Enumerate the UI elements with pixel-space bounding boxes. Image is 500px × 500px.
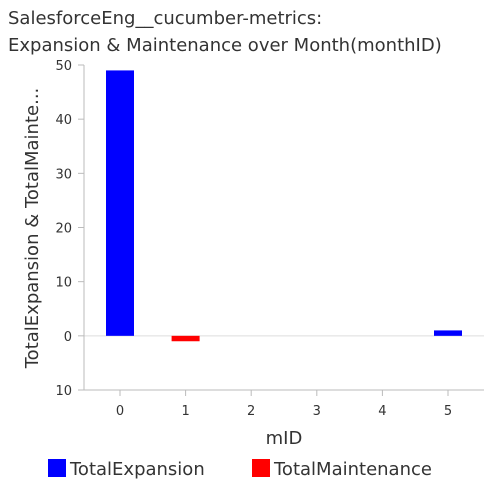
legend: TotalExpansion TotalMaintenance	[48, 459, 432, 480]
legend-label-totalmaintenance: TotalMaintenance	[273, 459, 432, 480]
y-tick-label: 30	[55, 167, 72, 182]
x-axis-title: mID	[266, 428, 303, 449]
y-tick-label: 10	[55, 276, 72, 291]
x-tick-label: 1	[181, 404, 189, 419]
legend-swatch-totalexpansion	[48, 459, 66, 477]
chart-title-line-1: SalesforceEng__cucumber-metrics:	[8, 8, 322, 29]
x-tick-label: 2	[247, 404, 255, 419]
x-tick-label: 0	[116, 404, 124, 419]
y-axis-title: TotalExpansion & TotalMainte...	[22, 88, 43, 370]
y-tick-label: 10	[55, 384, 72, 399]
x-tick-label: 5	[444, 404, 452, 419]
legend-label-totalexpansion: TotalExpansion	[69, 459, 205, 480]
plot-area: 50 40 30 20 10 0 10 0 1 2 3 4 5	[55, 59, 484, 419]
y-tick-label: 0	[64, 330, 72, 345]
x-tick-label: 3	[313, 404, 321, 419]
x-tick-label: 4	[378, 404, 386, 419]
y-tick-label: 50	[55, 59, 72, 74]
bar-totalexpansion-0	[106, 70, 134, 336]
y-tick-label: 40	[55, 113, 72, 128]
bar-totalexpansion-5	[434, 330, 462, 336]
y-tick-label: 20	[55, 222, 72, 237]
bar-totalmaintenance-1	[171, 335, 200, 342]
legend-swatch-totalmaintenance	[252, 459, 270, 477]
chart-title-line-2: Expansion & Maintenance over Month(month…	[8, 35, 442, 56]
